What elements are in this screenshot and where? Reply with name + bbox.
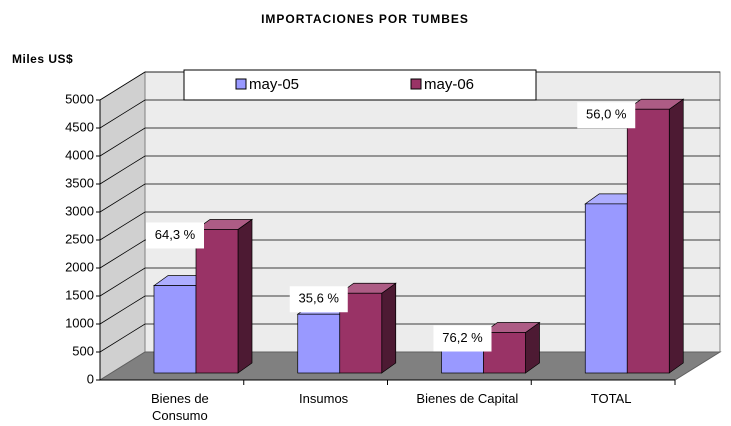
bar-front bbox=[441, 349, 484, 374]
legend-swatch bbox=[235, 78, 247, 90]
bar-front bbox=[626, 108, 670, 374]
grid-line bbox=[99, 211, 720, 241]
y-tick-label: 1500 bbox=[65, 287, 94, 302]
y-tick-label: 4000 bbox=[65, 147, 94, 162]
chart-title: IMPORTACIONES POR TUMBES bbox=[261, 12, 469, 26]
y-axis-label: Miles US$ bbox=[12, 52, 73, 66]
legend-label: may-05 bbox=[249, 76, 299, 93]
y-tick-label: 500 bbox=[72, 343, 94, 358]
bar-side bbox=[237, 218, 253, 374]
bar-front bbox=[195, 229, 239, 374]
bar bbox=[338, 282, 397, 374]
grid-line bbox=[99, 239, 720, 269]
y-tick-label: 5000 bbox=[65, 91, 94, 106]
grid-line bbox=[99, 295, 720, 325]
grid-line bbox=[99, 267, 720, 297]
y-tick-label: 3500 bbox=[65, 175, 94, 190]
bar bbox=[482, 321, 541, 374]
bar bbox=[626, 98, 685, 374]
y-tick-label: 2000 bbox=[65, 259, 94, 274]
x-tick-label: TOTAL bbox=[590, 391, 632, 406]
grid-line bbox=[99, 183, 720, 213]
bar-side bbox=[668, 98, 684, 374]
x-tick-label: Bienes de Capital bbox=[416, 391, 519, 406]
x-tick-label: Bienes de Consumo bbox=[150, 391, 209, 423]
annotation-box bbox=[146, 222, 204, 249]
annotation-box bbox=[289, 286, 348, 313]
legend-label: may-06 bbox=[424, 76, 474, 93]
y-tick-label: 1000 bbox=[65, 315, 94, 330]
y-tick-label: 3000 bbox=[65, 203, 94, 218]
annotation: 56,0 % bbox=[586, 107, 627, 122]
annotation: 76,2 % bbox=[442, 330, 483, 345]
y-tick-label: 4500 bbox=[65, 119, 94, 134]
grid-line bbox=[99, 155, 720, 185]
annotation-box bbox=[577, 102, 636, 129]
annotation: 64,3 % bbox=[155, 227, 196, 242]
bar bbox=[194, 218, 254, 374]
y-tick-label: 2500 bbox=[65, 231, 94, 246]
bar-side bbox=[381, 282, 397, 374]
annotation: 35,6 % bbox=[299, 291, 340, 306]
annotation-box bbox=[433, 325, 492, 352]
bar-front bbox=[297, 313, 341, 374]
bar-front bbox=[153, 285, 197, 374]
x-tick-label: Insumos bbox=[299, 391, 349, 406]
legend-swatch bbox=[410, 78, 422, 90]
bar-front bbox=[584, 203, 628, 374]
grid-line bbox=[99, 127, 720, 157]
y-tick-label: 0 bbox=[87, 371, 94, 386]
